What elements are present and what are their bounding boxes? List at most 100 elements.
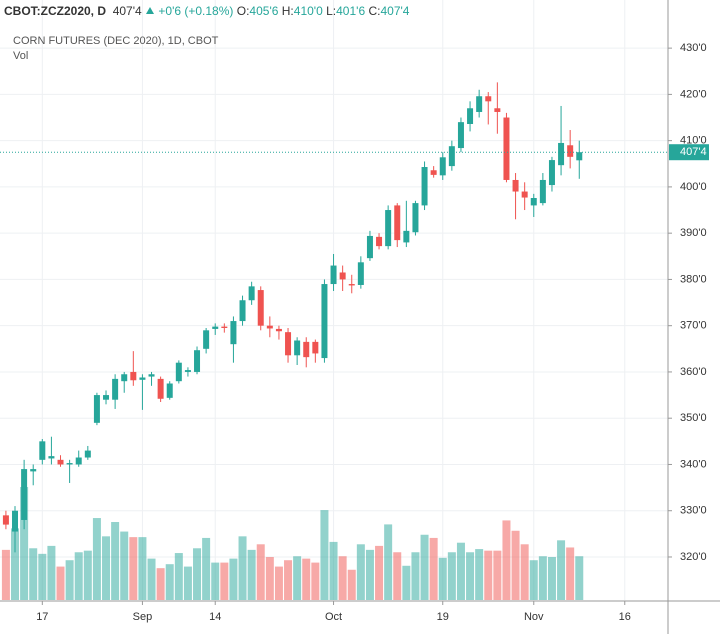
candle-body xyxy=(348,284,355,286)
volume-bar xyxy=(129,537,138,600)
volume-bar xyxy=(329,541,338,600)
volume-label: Vol xyxy=(13,50,28,62)
volume-bar xyxy=(411,552,420,600)
candle-body xyxy=(103,395,110,400)
candle-body xyxy=(521,191,528,198)
volume-bar xyxy=(38,553,47,600)
candle-body xyxy=(212,326,219,329)
volume-bar xyxy=(420,534,429,600)
up-arrow xyxy=(146,7,155,14)
volume-bar xyxy=(475,549,484,600)
candle-body xyxy=(476,96,483,112)
volume-bar xyxy=(293,556,302,600)
candle-body xyxy=(166,383,173,398)
volume-bar xyxy=(547,557,556,600)
candle-body xyxy=(93,395,100,423)
last: 407'4 xyxy=(112,4,142,18)
candle-body xyxy=(330,265,337,285)
volume-bar xyxy=(511,530,520,600)
candle-body xyxy=(430,170,437,175)
open: 405'6 xyxy=(249,4,279,18)
candle-body xyxy=(467,108,474,124)
volume-bar xyxy=(102,536,111,600)
candle-body xyxy=(21,469,28,520)
volume-bar xyxy=(466,552,475,600)
candle-body xyxy=(130,371,137,381)
candle-body xyxy=(203,330,210,349)
volume-bar xyxy=(438,557,447,600)
candle-body xyxy=(275,328,282,332)
y-tick-label: 410'0 xyxy=(680,135,707,147)
candle-body xyxy=(539,179,546,204)
volume-bar xyxy=(429,537,438,600)
candle-body xyxy=(175,362,182,382)
candle-body xyxy=(66,463,73,465)
candle-body xyxy=(530,198,537,206)
candle-body xyxy=(457,122,464,149)
volume-bar xyxy=(456,542,465,600)
candle-body xyxy=(339,272,346,280)
volume-bar xyxy=(356,544,365,600)
candle-body xyxy=(421,167,428,206)
candle-body xyxy=(75,457,82,465)
candle-body xyxy=(485,96,492,102)
volume-bar xyxy=(402,565,411,600)
candle-body xyxy=(294,340,301,356)
x-tick-label: Nov xyxy=(524,611,544,623)
volume-bar xyxy=(575,556,584,600)
candle-body xyxy=(39,441,46,460)
volume-bar xyxy=(156,568,165,600)
volume-bar xyxy=(384,524,393,600)
candle-body xyxy=(257,290,264,326)
volume-bar xyxy=(265,557,274,600)
volume-bar xyxy=(56,566,65,600)
volume-bar xyxy=(302,558,311,600)
volume-bar xyxy=(74,552,83,600)
candle-body xyxy=(312,341,319,354)
low: 401'6 xyxy=(336,4,366,18)
volume-bar xyxy=(183,566,192,600)
candle-body xyxy=(576,152,583,161)
y-tick-label: 370'0 xyxy=(680,320,707,332)
candle-body xyxy=(412,203,419,233)
close-label: C: xyxy=(368,4,381,18)
candle-body xyxy=(303,341,310,358)
volume-bar xyxy=(347,569,356,600)
last-price-label: 407'4 xyxy=(680,146,707,158)
x-tick-label: 16 xyxy=(619,611,631,623)
y-tick-label: 330'0 xyxy=(680,505,707,517)
volume-bar xyxy=(538,556,547,600)
candle-body xyxy=(558,142,565,166)
y-tick-label: 360'0 xyxy=(680,366,707,378)
volume-bar xyxy=(247,549,256,600)
x-tick-label: 17 xyxy=(36,611,48,623)
candle-body xyxy=(2,515,9,525)
candle-body xyxy=(184,370,191,372)
volume-bar xyxy=(493,550,502,600)
y-tick-label: 400'0 xyxy=(680,181,707,193)
volume-bar xyxy=(211,562,220,600)
candle-body xyxy=(230,321,237,345)
y-tick-label: 380'0 xyxy=(680,273,707,285)
volume-bar xyxy=(193,548,202,600)
volume-bar xyxy=(83,550,92,600)
candle-body xyxy=(112,378,119,400)
candle-body xyxy=(357,262,364,285)
last-price-tag xyxy=(669,144,709,161)
candle-body xyxy=(285,332,292,356)
candle-body xyxy=(30,469,37,472)
volume-bar xyxy=(229,558,238,600)
volume-bar xyxy=(256,544,265,600)
volume-bar xyxy=(320,510,329,600)
candle-body xyxy=(321,284,328,359)
candle-body xyxy=(567,145,574,157)
y-tick-label: 340'0 xyxy=(680,458,707,470)
volume-bar xyxy=(220,562,229,600)
x-tick-label: Oct xyxy=(325,611,342,623)
symbol: CBOT:ZCZ2020, D xyxy=(4,4,107,18)
candle-body xyxy=(48,456,55,459)
volume-bar xyxy=(365,549,374,600)
volume-bar xyxy=(20,487,29,600)
